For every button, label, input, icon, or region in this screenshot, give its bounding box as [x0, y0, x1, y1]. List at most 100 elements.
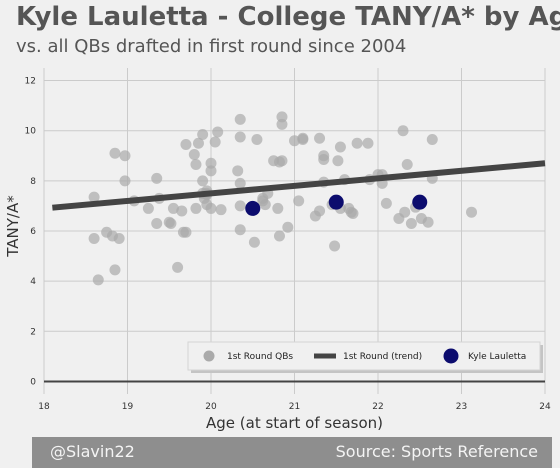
qb-point	[151, 172, 163, 184]
legend: 1st Round QBs 1st Round (trend) Kyle Lau…	[187, 341, 543, 373]
lauletta-point	[245, 200, 261, 216]
qb-point	[88, 191, 100, 203]
qb-point	[212, 126, 224, 138]
x-tick-label: 21	[289, 402, 300, 412]
qb-point	[215, 204, 227, 216]
legend-label-trend: 1st Round (trend)	[343, 352, 422, 362]
qb-point	[259, 199, 271, 211]
qb-point	[232, 165, 244, 177]
qb-point	[351, 137, 363, 149]
y-tick-label: 4	[30, 277, 36, 287]
x-tick-label: 19	[122, 402, 134, 412]
qb-point	[119, 150, 131, 162]
qb-point	[347, 207, 359, 219]
qb-point	[92, 274, 104, 286]
qb-point	[113, 233, 125, 245]
qb-point	[234, 113, 246, 125]
qb-point	[289, 135, 300, 147]
qb-point	[426, 133, 438, 145]
qb-point	[422, 216, 434, 228]
qb-point	[234, 200, 246, 212]
legend-label-lauletta: Kyle Lauletta	[468, 352, 526, 362]
qb-point	[205, 157, 217, 169]
qb-point	[119, 175, 131, 187]
y-tick-label: 8	[30, 177, 36, 187]
qb-point	[234, 224, 246, 236]
lauletta-point	[412, 194, 428, 210]
qb-point	[329, 240, 341, 252]
qb-point	[197, 175, 209, 187]
qb-point	[397, 125, 409, 137]
y-tick-label: 6	[30, 227, 36, 237]
y-tick-labels: 0 2 4 6 8 10 12	[25, 77, 37, 388]
qb-point	[167, 202, 179, 214]
qb-point	[172, 261, 184, 273]
qb-point	[272, 202, 284, 214]
qb-point	[188, 149, 200, 161]
y-axis-label: TANY/A*	[4, 195, 22, 258]
qb-point	[205, 202, 217, 214]
qb-point	[276, 155, 288, 167]
qb-point	[362, 137, 374, 149]
legend-marker-qbs	[203, 350, 215, 362]
chart-title: Kyle Lauletta - College TANY/A* by Age	[16, 2, 560, 32]
qb-point	[248, 236, 260, 248]
y-tick-label: 10	[25, 127, 37, 137]
qb-point	[88, 233, 100, 245]
qb-point	[297, 133, 309, 145]
qb-point	[276, 118, 288, 130]
qb-point	[466, 206, 478, 218]
qb-point	[209, 136, 221, 148]
qb-point	[192, 137, 204, 149]
footer-credit: @Slavin22	[50, 442, 135, 461]
qb-point	[332, 155, 344, 167]
x-tick-label: 22	[372, 402, 383, 412]
qb-point	[399, 206, 411, 218]
y-tick-label: 12	[25, 77, 36, 87]
qb-point	[334, 141, 346, 153]
scatter-points	[88, 111, 478, 286]
qb-point	[109, 147, 121, 159]
qb-point	[234, 177, 246, 189]
x-tick-label: 23	[456, 402, 467, 412]
x-tick-labels: 18 19 20 21 22 23 24	[38, 402, 551, 412]
qb-point	[109, 264, 121, 276]
qb-point	[282, 221, 294, 233]
x-tick-label: 24	[539, 402, 551, 412]
trend-line	[52, 160, 546, 211]
legend-box	[187, 341, 541, 371]
qb-point	[142, 202, 154, 214]
highlight-points	[245, 194, 428, 216]
legend-marker-lauletta	[443, 348, 459, 364]
x-tick-label: 20	[205, 402, 217, 412]
x-axis-label: Age (at start of season)	[206, 414, 383, 432]
qb-point	[190, 202, 202, 214]
x-tick-label: 18	[38, 402, 50, 412]
qb-point	[180, 138, 192, 150]
qb-point	[165, 217, 177, 229]
qb-point	[401, 159, 413, 171]
qb-point	[205, 165, 217, 177]
qb-point	[251, 133, 263, 145]
qb-point	[273, 230, 285, 242]
legend-label-qbs: 1st Round QBs	[227, 352, 293, 362]
qb-point	[151, 217, 163, 229]
qb-point	[190, 159, 202, 171]
y-tick-label: 0	[30, 377, 36, 387]
qb-point	[405, 217, 417, 229]
qb-point	[276, 111, 288, 123]
qb-point	[176, 205, 188, 217]
qb-point	[293, 195, 305, 207]
qb-point	[380, 197, 392, 209]
qb-point	[314, 132, 326, 144]
qb-point	[318, 150, 330, 162]
chart-subtitle: vs. all QBs drafted in first round since…	[16, 36, 407, 57]
qb-point	[197, 128, 209, 140]
qb-point	[314, 205, 326, 217]
y-tick-label: 2	[30, 327, 36, 337]
qb-point	[234, 131, 246, 143]
qb-point	[180, 226, 192, 238]
footer-source: Source: Sports Reference	[335, 442, 538, 461]
footer-bar: @Slavin22 Source: Sports Reference	[32, 437, 552, 468]
